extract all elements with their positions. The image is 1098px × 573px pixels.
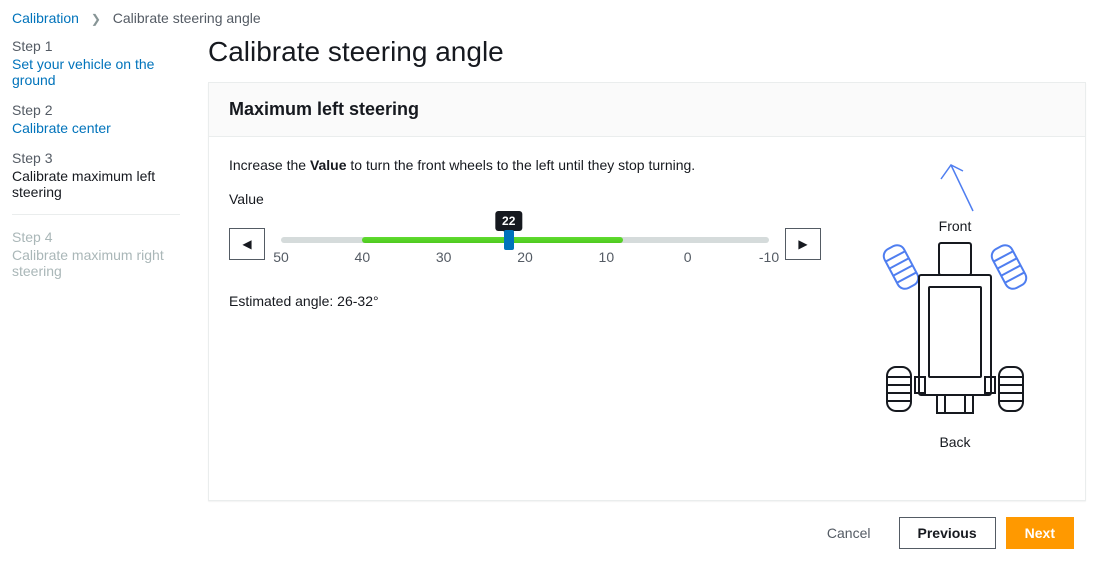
slider-tick: 20: [517, 249, 533, 265]
svg-text:Back: Back: [939, 434, 971, 450]
section-title: Maximum left steering: [209, 83, 1085, 137]
decrement-button[interactable]: ◀: [229, 228, 265, 260]
increment-button[interactable]: ▶: [785, 228, 821, 260]
slider-tick: -10: [759, 249, 779, 265]
vehicle-diagram: Front: [845, 157, 1065, 480]
triangle-left-icon: ◀: [242, 237, 251, 251]
value-slider[interactable]: 22 50403020100-10: [281, 217, 769, 271]
slider-tick: 40: [355, 249, 371, 265]
breadcrumb-current: Calibrate steering angle: [113, 10, 261, 26]
step-number: Step 1: [12, 38, 180, 54]
triangle-right-icon: ▶: [798, 237, 807, 251]
page-title: Calibrate steering angle: [208, 36, 1086, 68]
step-title: Calibrate maximum left steering: [12, 168, 180, 200]
svg-text:Front: Front: [939, 218, 972, 234]
wizard-step-2: Step 2 Calibrate center: [12, 102, 180, 150]
step-link[interactable]: Calibrate center: [12, 120, 111, 136]
previous-button[interactable]: Previous: [899, 517, 996, 549]
cancel-button[interactable]: Cancel: [809, 517, 889, 549]
instruction-text: Increase the Value to turn the front whe…: [229, 157, 821, 173]
slider-fill: [362, 237, 622, 243]
wizard-footer: Cancel Previous Next: [208, 501, 1086, 561]
calibration-panel: Maximum left steering Increase the Value…: [208, 82, 1086, 501]
step-title: Calibrate maximum right steering: [12, 247, 180, 279]
slider-tooltip: 22: [495, 211, 522, 231]
slider-ticks: 50403020100-10: [281, 249, 769, 271]
slider-track: [281, 237, 769, 243]
breadcrumb-root[interactable]: Calibration: [12, 10, 79, 26]
slider-tick: 30: [436, 249, 452, 265]
breadcrumb: Calibration ❯ Calibrate steering angle: [0, 0, 1098, 34]
slider-thumb[interactable]: [504, 230, 514, 250]
slider-tick: 0: [684, 249, 692, 265]
estimated-angle: Estimated angle: 26-32°: [229, 293, 821, 309]
wizard-steps: Step 1 Set your vehicle on the ground St…: [12, 34, 180, 561]
step-number: Step 4: [12, 229, 180, 245]
wizard-step-4: Step 4 Calibrate maximum right steering: [12, 229, 180, 293]
wizard-step-3: Step 3 Calibrate maximum left steering: [12, 150, 180, 215]
next-button[interactable]: Next: [1006, 517, 1074, 549]
value-label: Value: [229, 191, 821, 207]
slider-tick: 10: [599, 249, 615, 265]
step-number: Step 3: [12, 150, 180, 166]
wizard-step-1: Step 1 Set your vehicle on the ground: [12, 38, 180, 102]
step-number: Step 2: [12, 102, 180, 118]
step-link[interactable]: Set your vehicle on the ground: [12, 56, 154, 88]
slider-tick: 50: [273, 249, 289, 265]
chevron-right-icon: ❯: [91, 12, 101, 26]
